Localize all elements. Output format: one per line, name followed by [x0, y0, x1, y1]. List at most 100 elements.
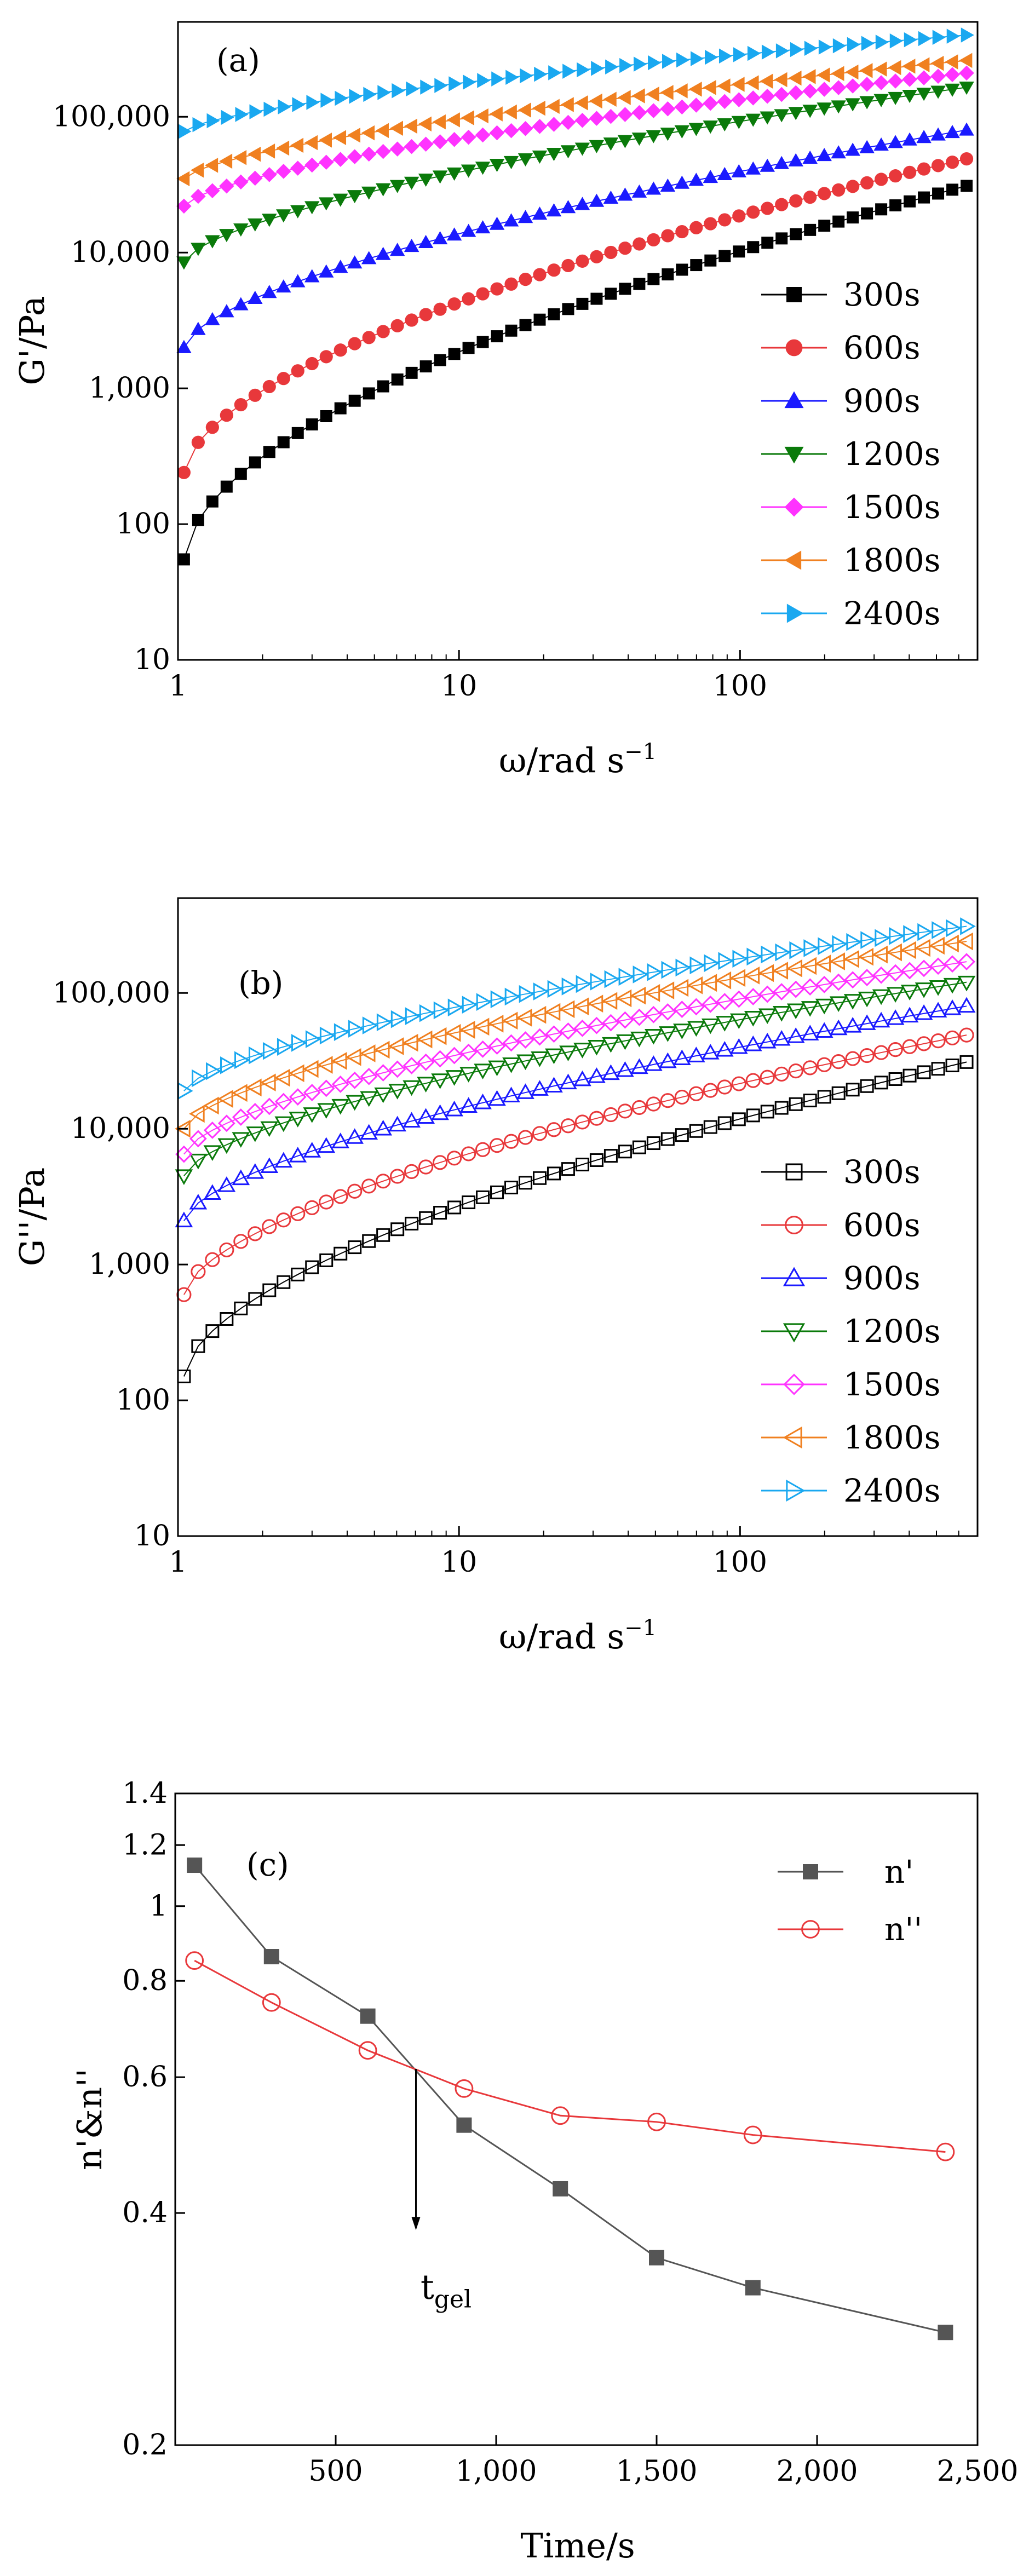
data-point	[405, 1216, 419, 1231]
panel-label: (a)	[216, 42, 260, 79]
data-point	[745, 113, 761, 127]
legend-marker	[801, 1920, 820, 1939]
data-point	[886, 1009, 905, 1025]
data-point	[217, 1090, 233, 1108]
data-point	[861, 207, 873, 220]
data-point	[945, 1059, 959, 1073]
series-600s	[177, 152, 974, 479]
data-point	[445, 1100, 463, 1117]
data-point	[815, 975, 833, 993]
data-point	[904, 32, 917, 48]
legend-label: 1800s	[843, 542, 940, 579]
data-point	[332, 130, 347, 146]
data-point	[760, 1105, 774, 1119]
data-point	[886, 943, 902, 962]
data-point	[789, 941, 805, 959]
data-point	[191, 321, 206, 335]
data-point	[531, 1051, 549, 1067]
data-point	[872, 966, 890, 984]
data-point	[591, 61, 605, 76]
data-point	[589, 1111, 605, 1126]
data-point	[377, 380, 389, 393]
data-point	[702, 995, 720, 1013]
data-point	[661, 961, 677, 979]
data-point	[843, 1016, 862, 1033]
data-point	[775, 43, 789, 59]
data-point	[402, 1033, 418, 1052]
data-point	[675, 1128, 689, 1142]
data-point	[262, 1042, 279, 1060]
data-point	[317, 1103, 336, 1119]
series-line	[183, 1005, 967, 1221]
data-point	[660, 101, 676, 117]
data-point	[348, 1240, 362, 1255]
legend-entry: 600s	[761, 1206, 920, 1244]
data-point	[817, 102, 832, 116]
data-point	[375, 246, 391, 260]
data-point	[660, 1093, 675, 1108]
data-point	[687, 1046, 705, 1062]
data-point	[358, 2041, 377, 2060]
legend-label: 600s	[843, 1206, 920, 1244]
data-point	[846, 933, 862, 951]
data-point	[731, 77, 745, 92]
data-point	[729, 969, 746, 987]
data-point	[602, 1064, 620, 1080]
y-tick-label: 100,000	[53, 976, 170, 1009]
data-point	[388, 1037, 404, 1055]
data-point	[929, 957, 947, 975]
data-point	[248, 1046, 265, 1065]
data-point	[646, 130, 662, 143]
legend-label: 900s	[843, 382, 920, 419]
data-point	[232, 1132, 250, 1148]
data-point	[276, 1212, 291, 1228]
series-line	[183, 87, 967, 263]
data-point	[176, 198, 192, 214]
y-tick-label: 10	[134, 643, 170, 676]
data-point	[404, 139, 419, 154]
data-point	[360, 1091, 378, 1107]
data-point	[945, 67, 960, 83]
data-point	[346, 1128, 364, 1144]
x-tick-label: 1	[169, 670, 187, 703]
data-point	[191, 188, 206, 204]
data-point	[718, 250, 731, 262]
data-point	[390, 1169, 405, 1184]
data-point	[887, 964, 904, 982]
data-point	[274, 1068, 290, 1087]
data-point	[448, 348, 461, 360]
y-axis-title: G''/Pa	[12, 1168, 52, 1266]
data-point	[818, 937, 833, 956]
data-point	[304, 269, 320, 283]
data-point	[348, 394, 361, 407]
data-point	[473, 1017, 490, 1036]
data-point	[417, 1053, 435, 1071]
data-point	[632, 1140, 646, 1154]
data-point	[347, 255, 363, 269]
data-point	[403, 1057, 421, 1074]
data-point	[459, 1043, 478, 1061]
data-point	[858, 991, 876, 1008]
data-point	[303, 1084, 321, 1101]
data-point	[687, 976, 703, 994]
data-point	[263, 446, 275, 458]
data-point	[774, 87, 789, 102]
data-point	[274, 1152, 293, 1168]
series-300s	[177, 180, 973, 566]
series-line	[183, 60, 967, 180]
data-point	[418, 173, 434, 187]
data-point	[374, 1064, 392, 1082]
data-point	[815, 998, 833, 1015]
data-point	[888, 1072, 902, 1086]
data-point	[603, 1149, 618, 1163]
data-point	[560, 97, 574, 112]
data-point	[633, 965, 649, 984]
y-tick-label: 1.4	[122, 1777, 168, 1810]
data-point	[488, 1090, 506, 1106]
data-point	[518, 120, 533, 136]
data-point	[804, 223, 817, 236]
data-point	[248, 146, 261, 162]
legend-marker	[784, 391, 804, 409]
data-point	[519, 985, 535, 1003]
data-point	[573, 997, 589, 1016]
